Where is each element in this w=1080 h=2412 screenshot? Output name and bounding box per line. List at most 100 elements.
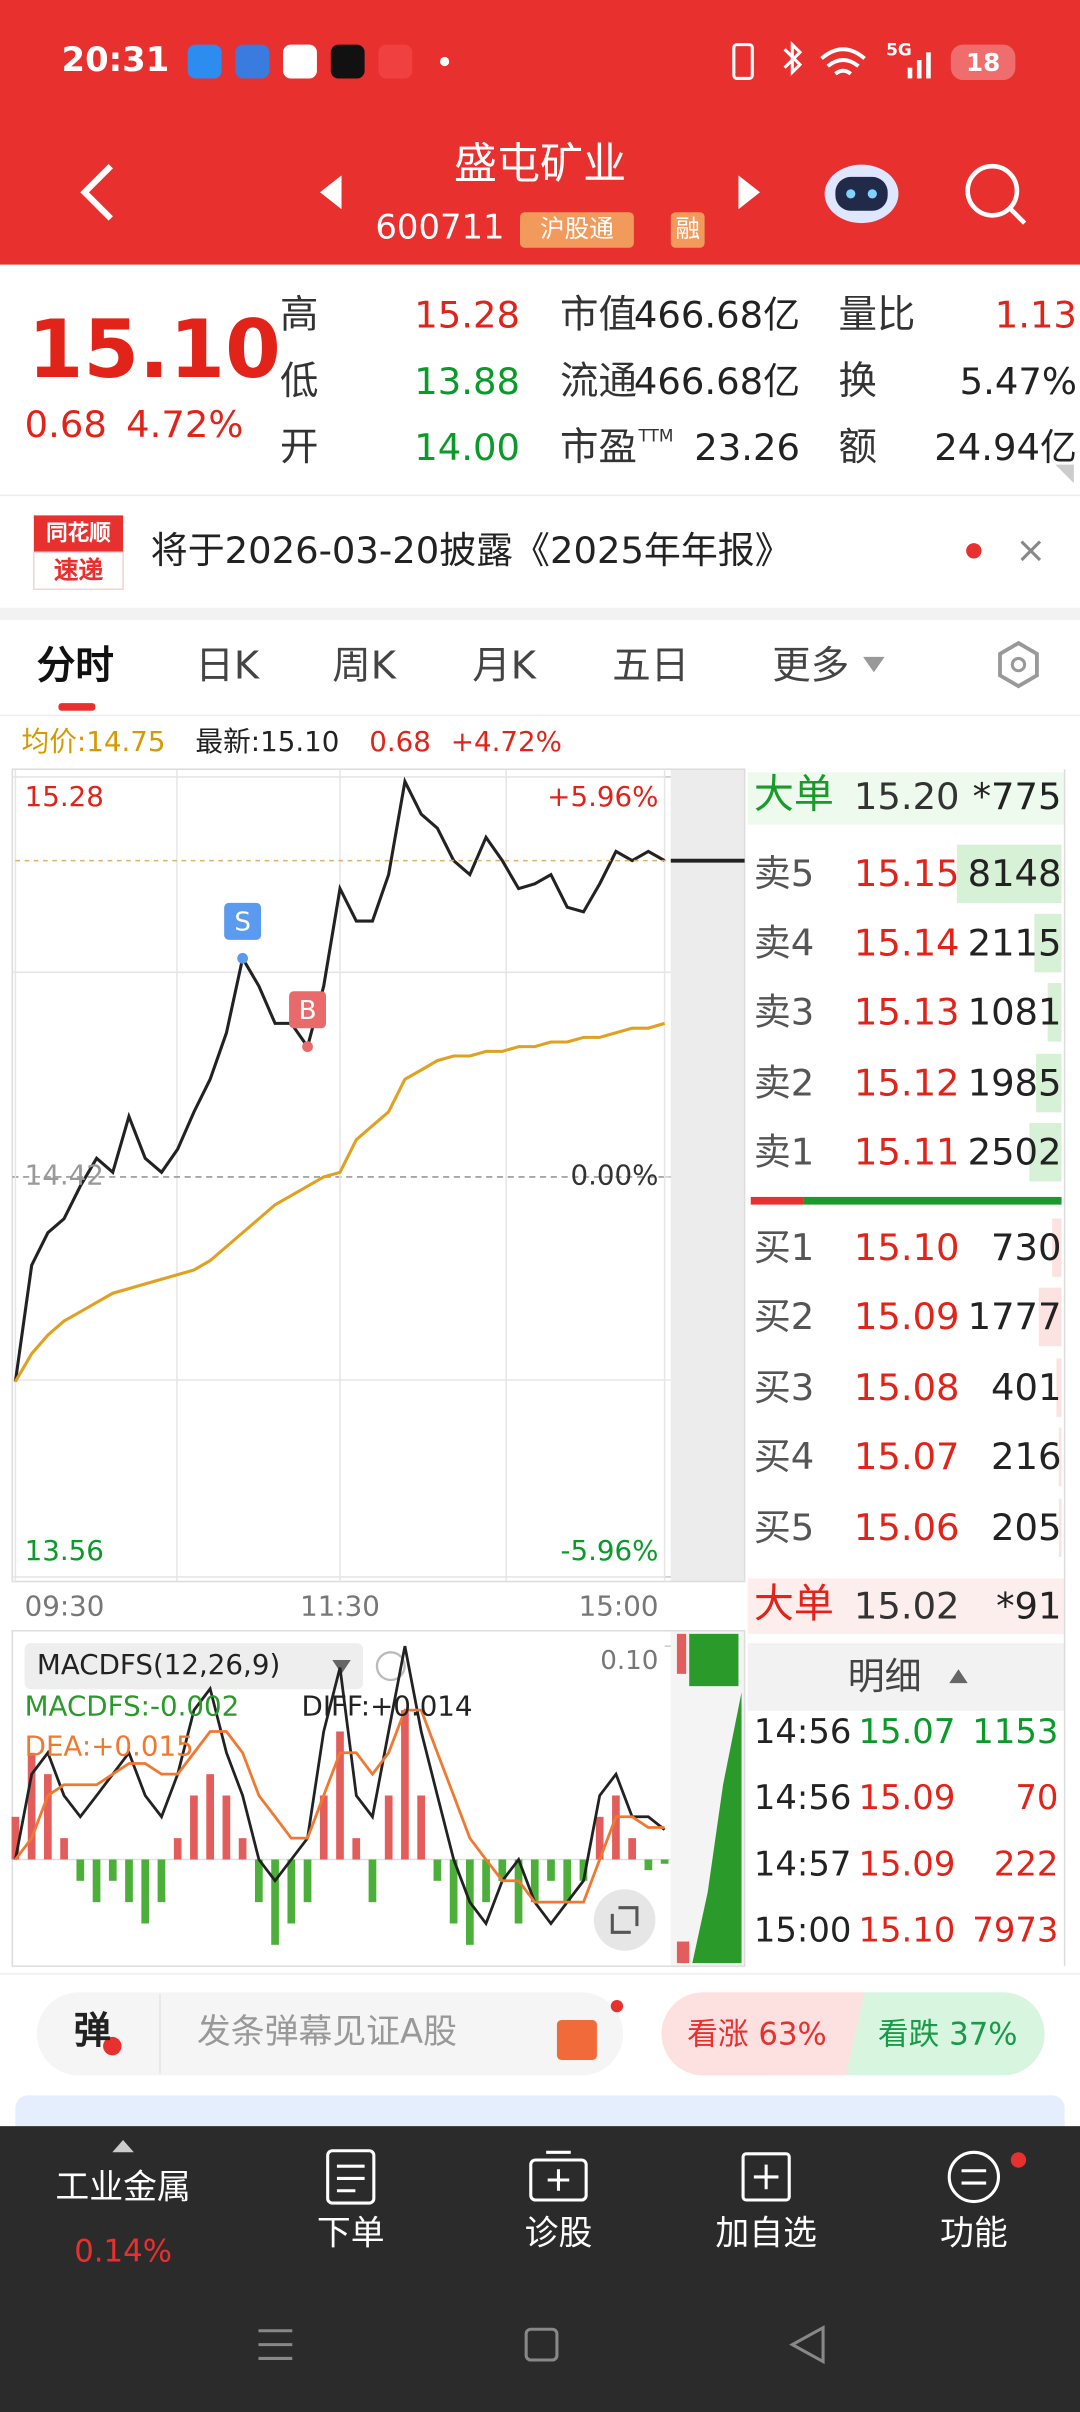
bull-vote: 看涨 63% xyxy=(687,2015,827,2053)
y-tick-label: 15.28 xyxy=(24,781,104,815)
help-icon[interactable] xyxy=(375,1651,406,1682)
diff-line xyxy=(14,1645,666,1927)
sector-arrow xyxy=(112,2139,134,2153)
volume-bar xyxy=(1036,1053,1062,1113)
sector-change: 0.14% xyxy=(74,2232,172,2270)
stat-value: 1.13 xyxy=(994,293,1077,337)
last-price: 15.10 xyxy=(27,304,281,397)
x-tick-label: 09:30 xyxy=(24,1591,105,1624)
tab[interactable]: 月K xyxy=(472,643,537,688)
danmaku-placeholder: 发条弹幕见证A股 xyxy=(196,2013,458,2052)
bear-button[interactable] xyxy=(846,1992,1045,2076)
trade-time: 15:00 xyxy=(753,1911,852,1951)
robot-assistant[interactable] xyxy=(824,164,899,224)
macd-bar xyxy=(222,1795,231,1860)
trade-time: 14:56 xyxy=(753,1779,852,1819)
macd-bar xyxy=(433,1859,442,1881)
auction-column xyxy=(670,769,745,1582)
macd-bar xyxy=(11,1816,20,1860)
avg-price: 均价:14.75 xyxy=(21,726,166,759)
trade-volume: 222 xyxy=(993,1845,1059,1885)
nav-item[interactable]: 诊股 xyxy=(524,2215,593,2254)
tab[interactable]: 五日 xyxy=(612,643,690,688)
level-label: 买5 xyxy=(753,1505,815,1549)
macd-bar xyxy=(401,1710,409,1860)
price-change-pct: 4.72% xyxy=(126,402,244,446)
macd-bar xyxy=(336,1731,344,1860)
volume-bar xyxy=(1047,983,1062,1042)
bull-button[interactable] xyxy=(661,1992,865,2076)
stat-value: 23.26 xyxy=(694,425,800,469)
tag-badge xyxy=(519,212,634,248)
x-tick-label: 11:30 xyxy=(300,1591,380,1624)
level-price: 15.12 xyxy=(853,1060,960,1104)
level-label: 买3 xyxy=(753,1365,815,1409)
expand-button xyxy=(593,1889,656,1951)
price-change-pct: +4.72% xyxy=(450,726,562,759)
stat-label: 低 xyxy=(279,358,319,404)
level-label: 卖3 xyxy=(753,990,815,1034)
level-volume: 1081 xyxy=(967,990,1062,1034)
stat-label: 开 xyxy=(279,424,319,470)
macd-bar xyxy=(579,1859,588,1881)
volume-bar xyxy=(1038,1287,1062,1347)
big-order-label: 大单 xyxy=(753,772,834,820)
close-notice[interactable] xyxy=(1020,540,1042,562)
macd-bar xyxy=(60,1838,68,1860)
search-button[interactable] xyxy=(965,163,1027,225)
tab[interactable]: 分时 xyxy=(36,643,114,688)
x-tick-label: 15:00 xyxy=(578,1591,659,1624)
back-button[interactable] xyxy=(80,163,113,221)
stat-label: 流通 xyxy=(559,358,637,404)
stat-value: 5.47% xyxy=(959,359,1077,403)
level-price: 15.13 xyxy=(853,990,960,1034)
macd-bar xyxy=(287,1859,296,1924)
tab[interactable]: 日K xyxy=(195,643,260,688)
trade-volume: 70 xyxy=(1015,1779,1059,1819)
trade-price: 15.09 xyxy=(858,1845,956,1885)
stat-label: 量比 xyxy=(838,292,916,337)
stock-name: 盛屯矿业 xyxy=(453,138,627,190)
level-volume: 2502 xyxy=(967,1130,1062,1174)
nav-item[interactable]: 下单 xyxy=(316,2215,385,2254)
stat-value: 466.68亿 xyxy=(633,359,800,403)
indicator-title: MACDFS(12,26,9) xyxy=(36,1649,281,1682)
nav-item[interactable]: 加自选 xyxy=(715,2215,817,2254)
big-order-volume: *91 xyxy=(996,1583,1062,1628)
macd-bar xyxy=(417,1795,425,1860)
macd-bar xyxy=(43,1774,52,1860)
macd-bar xyxy=(449,1859,458,1924)
trade-price: 15.07 xyxy=(858,1713,956,1752)
tab[interactable]: 周K xyxy=(332,643,397,688)
gift-icon[interactable] xyxy=(556,2019,597,2060)
unread-dot xyxy=(610,1999,624,2013)
level-price: 15.09 xyxy=(853,1294,960,1338)
level-price: 15.07 xyxy=(853,1434,960,1478)
level-volume: 1777 xyxy=(967,1294,1062,1338)
y2-tick-label: 0.00% xyxy=(570,1160,659,1193)
macd-bar xyxy=(173,1838,182,1860)
tab[interactable]: 更多 xyxy=(772,643,850,688)
next-stock[interactable] xyxy=(738,175,760,210)
tab-indicator xyxy=(58,703,96,711)
stat-label-sup: TTM xyxy=(638,426,674,447)
macd-bar xyxy=(563,1859,572,1903)
nav-item[interactable]: 功能 xyxy=(939,2215,1008,2254)
prev-stock[interactable] xyxy=(319,175,342,210)
macd-bar xyxy=(352,1838,361,1860)
indicator-value: MACDFS:-0.002 xyxy=(24,1691,240,1724)
stat-value: 13.88 xyxy=(414,359,520,403)
big-order-volume: *775 xyxy=(972,774,1062,818)
y-tick-label: 0.10 xyxy=(600,1645,659,1677)
settings-button[interactable] xyxy=(998,640,1039,689)
level-volume: 205 xyxy=(991,1505,1062,1549)
big-order-label: 大单 xyxy=(753,1582,834,1629)
unread-dot xyxy=(966,543,982,559)
indicator-selector[interactable] xyxy=(24,1643,364,1690)
danmaku-input[interactable] xyxy=(36,1992,624,2076)
macd-bar xyxy=(547,1859,555,1881)
stat-label: 高 xyxy=(279,292,319,337)
trade-time: 14:56 xyxy=(753,1713,852,1752)
